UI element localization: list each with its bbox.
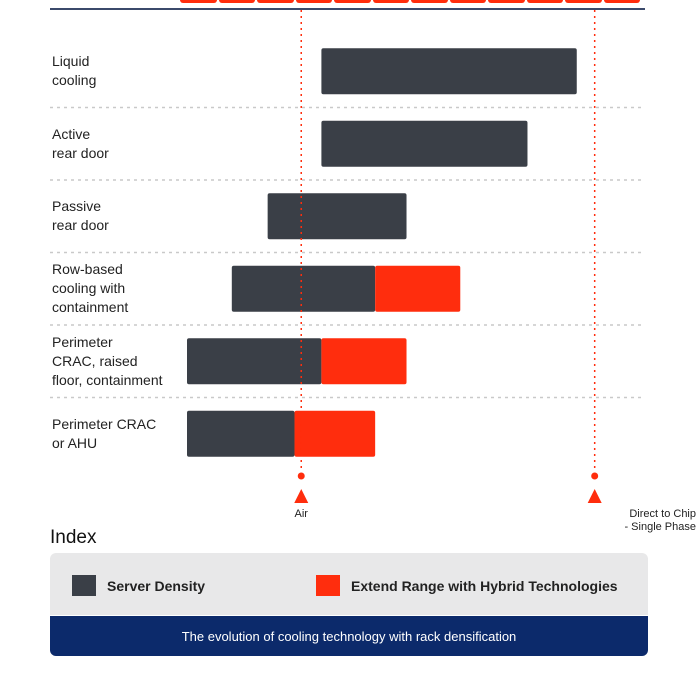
legend-label: Extend Range with Hybrid Technologies [351, 577, 618, 594]
legend-item-extend-range: Extend Range with Hybrid Technologies [316, 575, 618, 596]
legend-label: Server Density [107, 577, 206, 594]
legend-item-server-density: Server Density [72, 575, 205, 596]
category-label: Active rear door [52, 125, 109, 161]
reference-label: Air [294, 508, 308, 520]
hybrid-range-bar [375, 265, 461, 312]
category-label: Perimeter CRAC, raised floor, containmen… [52, 333, 163, 388]
top-scale-strip [180, 0, 640, 3]
legend-swatch [72, 575, 96, 596]
server-density-bar [267, 193, 407, 240]
category-label: Row-based cooling with containment [52, 261, 129, 316]
server-density-bar [321, 48, 577, 95]
top-rule [50, 8, 645, 10]
caption-bar: The evolution of cooling technology with… [50, 616, 648, 656]
server-density-bar [187, 410, 295, 457]
legend-swatch [316, 575, 340, 596]
server-density-bar [187, 338, 322, 385]
reference-marker-icon [294, 489, 309, 503]
category-label: Passive rear door [52, 198, 109, 234]
category-label: Perimeter CRAC or AHU [52, 415, 157, 451]
legend: Server Density Extend Range with Hybrid … [50, 553, 648, 615]
reference-dot [297, 472, 305, 480]
bar-chart [50, 10, 645, 503]
index-title: Index [50, 527, 97, 548]
reference-label: Direct to Chip - Single Phase [624, 508, 696, 533]
reference-marker-icon [587, 489, 602, 503]
category-label: Liquid cooling [52, 53, 97, 89]
server-density-bar [231, 265, 376, 312]
hybrid-range-bar [321, 338, 407, 385]
reference-dot [591, 472, 599, 480]
server-density-bar [321, 120, 528, 167]
hybrid-range-bar [294, 410, 376, 457]
